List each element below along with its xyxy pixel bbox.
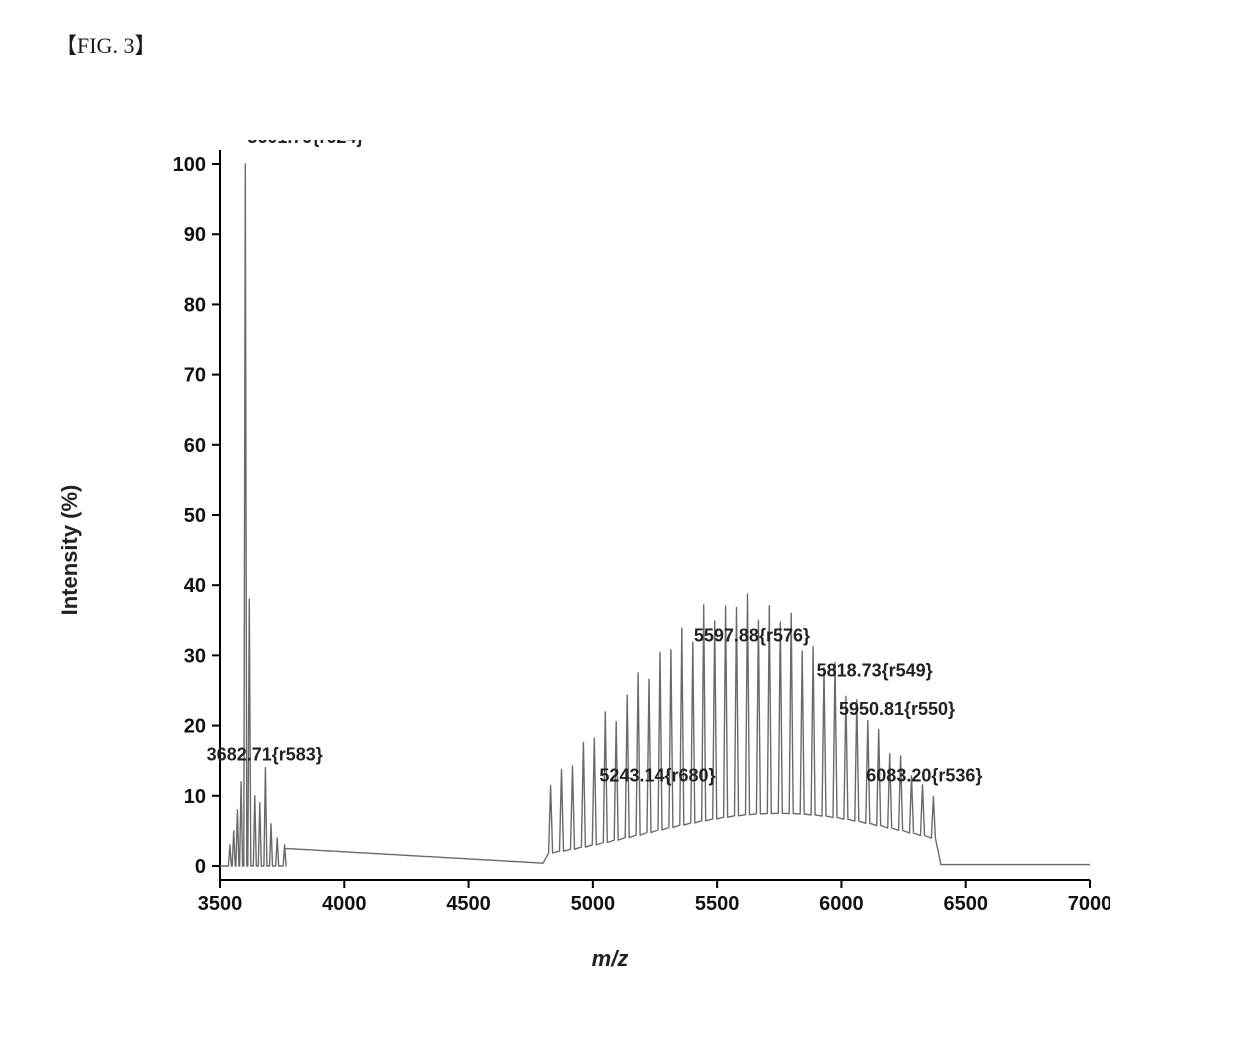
peak-annotation: 6083.20{r536} xyxy=(866,766,982,786)
y-tick-label: 50 xyxy=(184,505,206,527)
x-tick-label: 4500 xyxy=(446,893,491,915)
peak-annotation: 5597.88{r576} xyxy=(694,625,810,645)
x-tick-label: 3500 xyxy=(198,893,243,915)
y-tick-label: 100 xyxy=(173,154,206,176)
x-tick-label: 6500 xyxy=(943,893,988,915)
mass-spectrum-chart: 0 10 20 30 40 50 60 70 80 90 100 3500 4000 4500 5000 55… xyxy=(110,140,1110,960)
peak-annotation: 5950.81{r550} xyxy=(839,699,955,719)
figure-label: 【FIG. 3】 xyxy=(55,28,156,60)
y-tick-label: 40 xyxy=(184,575,206,597)
spectrum-trace xyxy=(220,164,1090,866)
x-tick-label: 5500 xyxy=(695,893,740,915)
y-tick-label: 10 xyxy=(184,786,206,808)
y-tick-label: 20 xyxy=(184,716,206,738)
peak-annotation: 3682.71{r583} xyxy=(207,745,323,765)
y-tick-label: 70 xyxy=(184,365,206,387)
y-tick-label: 30 xyxy=(184,645,206,667)
x-tick-label: 7000 xyxy=(1068,893,1110,915)
x-tick-label: 5000 xyxy=(571,893,616,915)
peak-annotation: 5818.73{r549} xyxy=(817,660,933,680)
x-tick-label: 6000 xyxy=(819,893,864,915)
y-tick-label: 90 xyxy=(184,224,206,246)
chart-svg: 0 10 20 30 40 50 60 70 80 90 100 3500 4000 4500 5000 55… xyxy=(110,140,1110,960)
peak-annotation: 5243.14{r680} xyxy=(599,766,715,786)
y-tick-label: 80 xyxy=(184,294,206,316)
peak-annotation: 3601.79{r624} xyxy=(247,140,363,147)
x-tick-label: 4000 xyxy=(322,893,367,915)
y-axis-label: Intensity (%) xyxy=(57,485,83,616)
y-tick-label: 60 xyxy=(184,435,206,457)
x-axis-label: m/z xyxy=(592,946,629,972)
y-tick-label: 0 xyxy=(195,856,206,878)
